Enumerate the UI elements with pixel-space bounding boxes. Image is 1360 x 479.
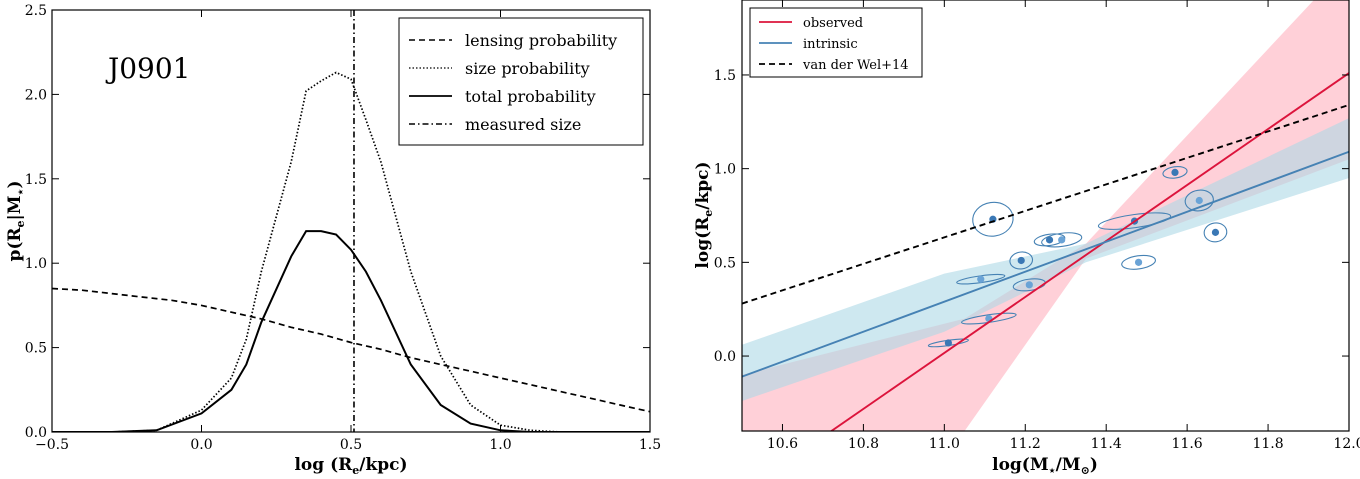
right-x-tick-label: 11.0 — [929, 436, 960, 452]
line-van-der-Wel-14 — [742, 104, 1349, 305]
data-point — [977, 275, 985, 283]
right-x-tick-label: 12.0 — [1333, 436, 1360, 452]
left-y-tick-label: 1.5 — [25, 172, 47, 188]
legend-label-measured: measured size — [465, 115, 581, 134]
right-x-tick-label: 11.8 — [1252, 436, 1283, 452]
data-point — [1171, 168, 1179, 176]
line-observed — [829, 72, 1349, 431]
right-x-tick-label: 11.4 — [1091, 436, 1122, 452]
left-x-tick-label: 0.5 — [340, 437, 362, 453]
band-intrinsic — [742, 118, 1349, 401]
legend-label-observed: observed — [803, 16, 863, 31]
error-ellipse — [1162, 166, 1188, 179]
right-x-tick-label: 10.8 — [848, 436, 879, 452]
series-total-probability — [52, 230, 650, 432]
right-x-tick-label: 10.6 — [767, 436, 798, 452]
left-x-axis-label: log (Re/kpc) — [294, 455, 407, 477]
left-y-tick-label: 0.5 — [25, 341, 47, 357]
error-ellipse — [1033, 233, 1066, 247]
legend-label-size: size probability — [465, 59, 590, 78]
legend-label-intrinsic: intrinsic — [803, 37, 858, 52]
error-ellipse — [1121, 254, 1156, 270]
right-x-tick-label: 11.6 — [1172, 436, 1203, 452]
right-panel: 10.6 10.8 11.0 11.2 11.4 11.6 11.8 12.0 0.0 0.5 1.… — [693, 0, 1360, 477]
left-x-tick-label: 1.0 — [489, 437, 511, 453]
series-lensing-probability — [52, 287, 650, 413]
left-y-tick-label: 2.0 — [25, 87, 47, 103]
series-size-probability — [52, 71, 650, 432]
left-x-tick-label: 0.0 — [190, 437, 212, 453]
data-point — [1134, 258, 1143, 266]
error-ellipse — [1203, 222, 1228, 243]
right-legend: observed intrinsic van der Wel+14 — [749, 7, 923, 78]
right-y-tick-label: 0.0 — [714, 349, 736, 365]
right-y-axis-label: log(Re/kpc) — [693, 161, 715, 268]
error-ellipse — [972, 201, 1014, 237]
left-y-tick-label: 2.5 — [25, 3, 47, 19]
right-y-tick-label: 1.5 — [714, 68, 736, 84]
right-axes-frame — [741, 0, 1350, 432]
legend-label-lensing: lensing probability — [465, 31, 617, 50]
left-y-tick-label: 0.0 — [25, 425, 47, 441]
annotation-label: J0901 — [105, 52, 190, 85]
right-y-tick-label: 0.5 — [714, 255, 736, 271]
left-panel: −0.5 0.0 0.5 1.0 1.50.00.51.01.52.02.5 J0901… — [5, 3, 661, 477]
legend-label-vanderwel: van der Wel+14 — [802, 58, 909, 73]
right-y-tick-label: 1.0 — [714, 162, 736, 178]
error-ellipse — [1009, 251, 1034, 270]
left-plot-area — [52, 10, 650, 432]
left-x-tick-label: 1.5 — [639, 437, 661, 453]
data-point — [1211, 228, 1220, 236]
error-ellipse — [1041, 232, 1083, 248]
band-observed — [742, 0, 1349, 431]
left-y-tick-label: 1.0 — [25, 256, 47, 272]
left-y-axis-label: p(Re|M⋆) — [5, 180, 27, 261]
line-intrinsic — [742, 150, 1349, 378]
data-point — [1025, 281, 1033, 289]
data-point — [1058, 236, 1066, 244]
data-point — [1017, 256, 1025, 265]
left-legend: lensing probability size probability tot… — [398, 17, 644, 146]
right-plot-area — [742, 0, 1349, 431]
right-x-axis-label: log(M⋆/M⊙) — [992, 455, 1098, 477]
legend-label-total: total probability — [465, 87, 596, 106]
data-point — [944, 339, 952, 347]
left-x-tick-label: −0.5 — [35, 437, 69, 453]
data-point — [1195, 196, 1203, 205]
right-x-tick-label: 11.2 — [1010, 436, 1041, 452]
left-ticks: −0.5 0.0 0.5 1.0 1.50.00.51.01.52.02.5 — [25, 3, 661, 453]
right-ticks: 10.6 10.8 11.0 11.2 11.4 11.6 11.8 12.0 0.0 0.5 1.… — [714, 0, 1360, 452]
error-ellipse — [1184, 189, 1214, 212]
error-ellipse — [1097, 212, 1172, 230]
data-point — [1045, 236, 1054, 244]
